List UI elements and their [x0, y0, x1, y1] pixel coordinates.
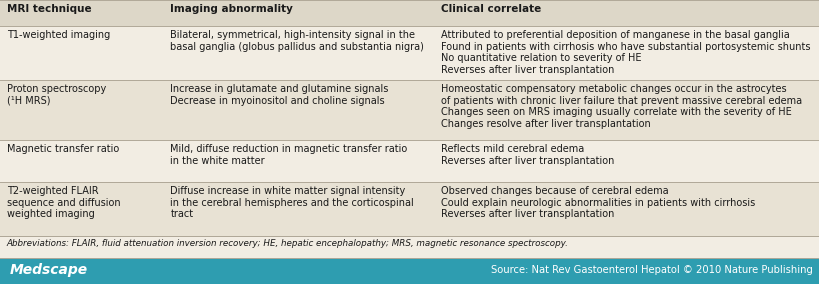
Text: Imaging abnormality: Imaging abnormality — [170, 4, 293, 14]
Bar — [0, 182, 819, 236]
Bar — [0, 236, 819, 258]
Text: Increase in glutamate and glutamine signals
Decrease in myoinositol and choline : Increase in glutamate and glutamine sign… — [170, 84, 389, 106]
Text: Reflects mild cerebral edema
Reverses after liver transplantation: Reflects mild cerebral edema Reverses af… — [441, 144, 614, 166]
Text: T2-weighted FLAIR
sequence and diffusion
weighted imaging: T2-weighted FLAIR sequence and diffusion… — [7, 186, 120, 219]
Bar — [0, 80, 819, 140]
Text: Abbreviations: FLAIR, fluid attenuation inversion recovery; HE, hepatic encephal: Abbreviations: FLAIR, fluid attenuation … — [7, 239, 568, 248]
Bar — [0, 140, 819, 182]
Text: Attributed to preferential deposition of manganese in the basal ganglia
Found in: Attributed to preferential deposition of… — [441, 30, 810, 75]
Text: Mild, diffuse reduction in magnetic transfer ratio
in the white matter: Mild, diffuse reduction in magnetic tran… — [170, 144, 408, 166]
Text: Medscape: Medscape — [10, 263, 88, 277]
Text: MRI technique: MRI technique — [7, 4, 91, 14]
Bar — [0, 26, 819, 80]
Text: T1-weighted imaging: T1-weighted imaging — [7, 30, 110, 40]
Bar — [0, 0, 819, 26]
Text: Magnetic transfer ratio: Magnetic transfer ratio — [7, 144, 119, 154]
Bar — [0, 258, 819, 284]
Text: Proton spectroscopy
(¹H MRS): Proton spectroscopy (¹H MRS) — [7, 84, 106, 106]
Text: Observed changes because of cerebral edema
Could explain neurologic abnormalitie: Observed changes because of cerebral ede… — [441, 186, 755, 219]
Text: Source: Nat Rev Gastoenterol Hepatol © 2010 Nature Publishing: Source: Nat Rev Gastoenterol Hepatol © 2… — [491, 265, 812, 275]
Text: Diffuse increase in white matter signal intensity
in the cerebral hemispheres an: Diffuse increase in white matter signal … — [170, 186, 414, 219]
Text: Bilateral, symmetrical, high-intensity signal in the
basal ganglia (globus palli: Bilateral, symmetrical, high-intensity s… — [170, 30, 424, 52]
Text: Homeostatic compensatory metabolic changes occur in the astrocytes
of patients w: Homeostatic compensatory metabolic chang… — [441, 84, 802, 129]
Text: Clinical correlate: Clinical correlate — [441, 4, 541, 14]
